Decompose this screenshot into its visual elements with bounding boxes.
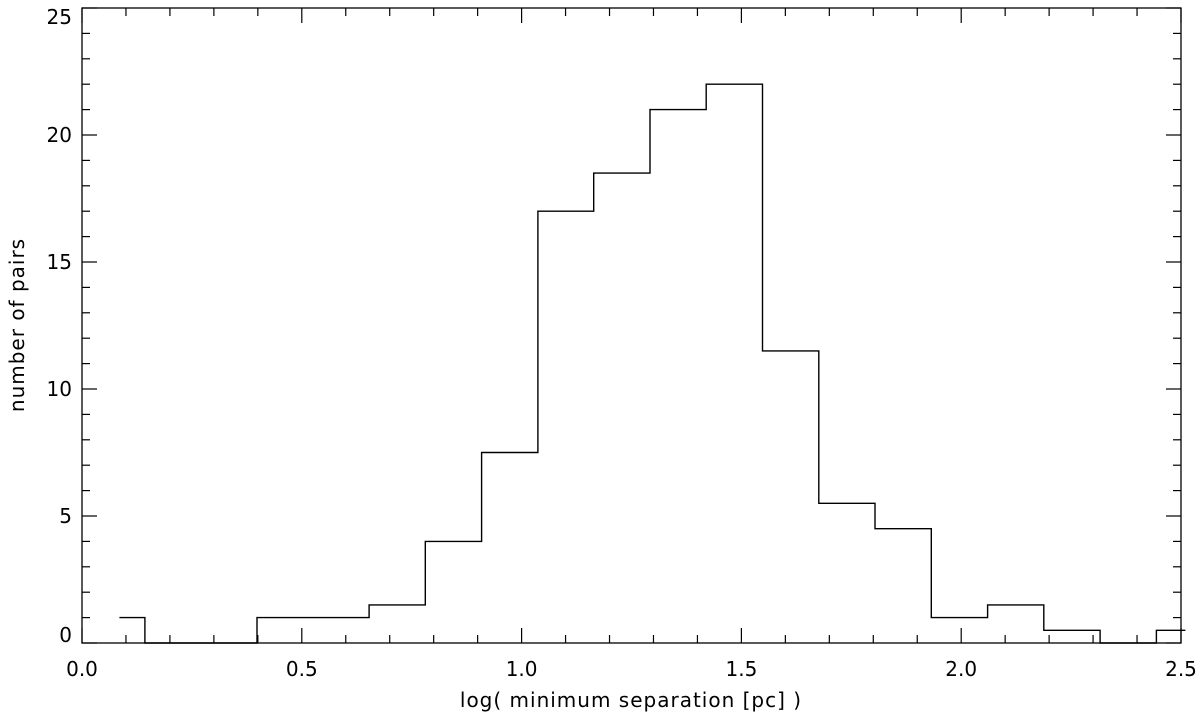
axis-ticks (81, 7, 1182, 644)
x-tick-label: 1.0 (506, 657, 538, 681)
x-tick-label: 2.0 (945, 657, 977, 681)
plot-frame (81, 7, 1182, 644)
y-tick-label: 15 (47, 250, 72, 274)
y-tick-label: 5 (59, 504, 72, 528)
x-tick-label: 0.0 (66, 657, 98, 681)
y-tick-label: 0 (59, 623, 72, 647)
axis-tick-labels: 0.0 0.5 1.0 1.5 2.0 2.5 0 5 10 15 20 25 (47, 5, 1197, 681)
y-tick-label: 25 (47, 5, 72, 29)
x-axis-label: log( minimum separation [pc] ) (460, 688, 802, 712)
histogram-step-line (119, 83, 1186, 644)
y-axis-label: number of pairs (5, 238, 29, 412)
x-tick-label: 2.5 (1165, 657, 1197, 681)
y-tick-label: 20 (47, 123, 72, 147)
x-tick-label: 0.5 (286, 657, 318, 681)
y-tick-label: 10 (47, 377, 72, 401)
x-tick-label: 1.5 (725, 657, 757, 681)
